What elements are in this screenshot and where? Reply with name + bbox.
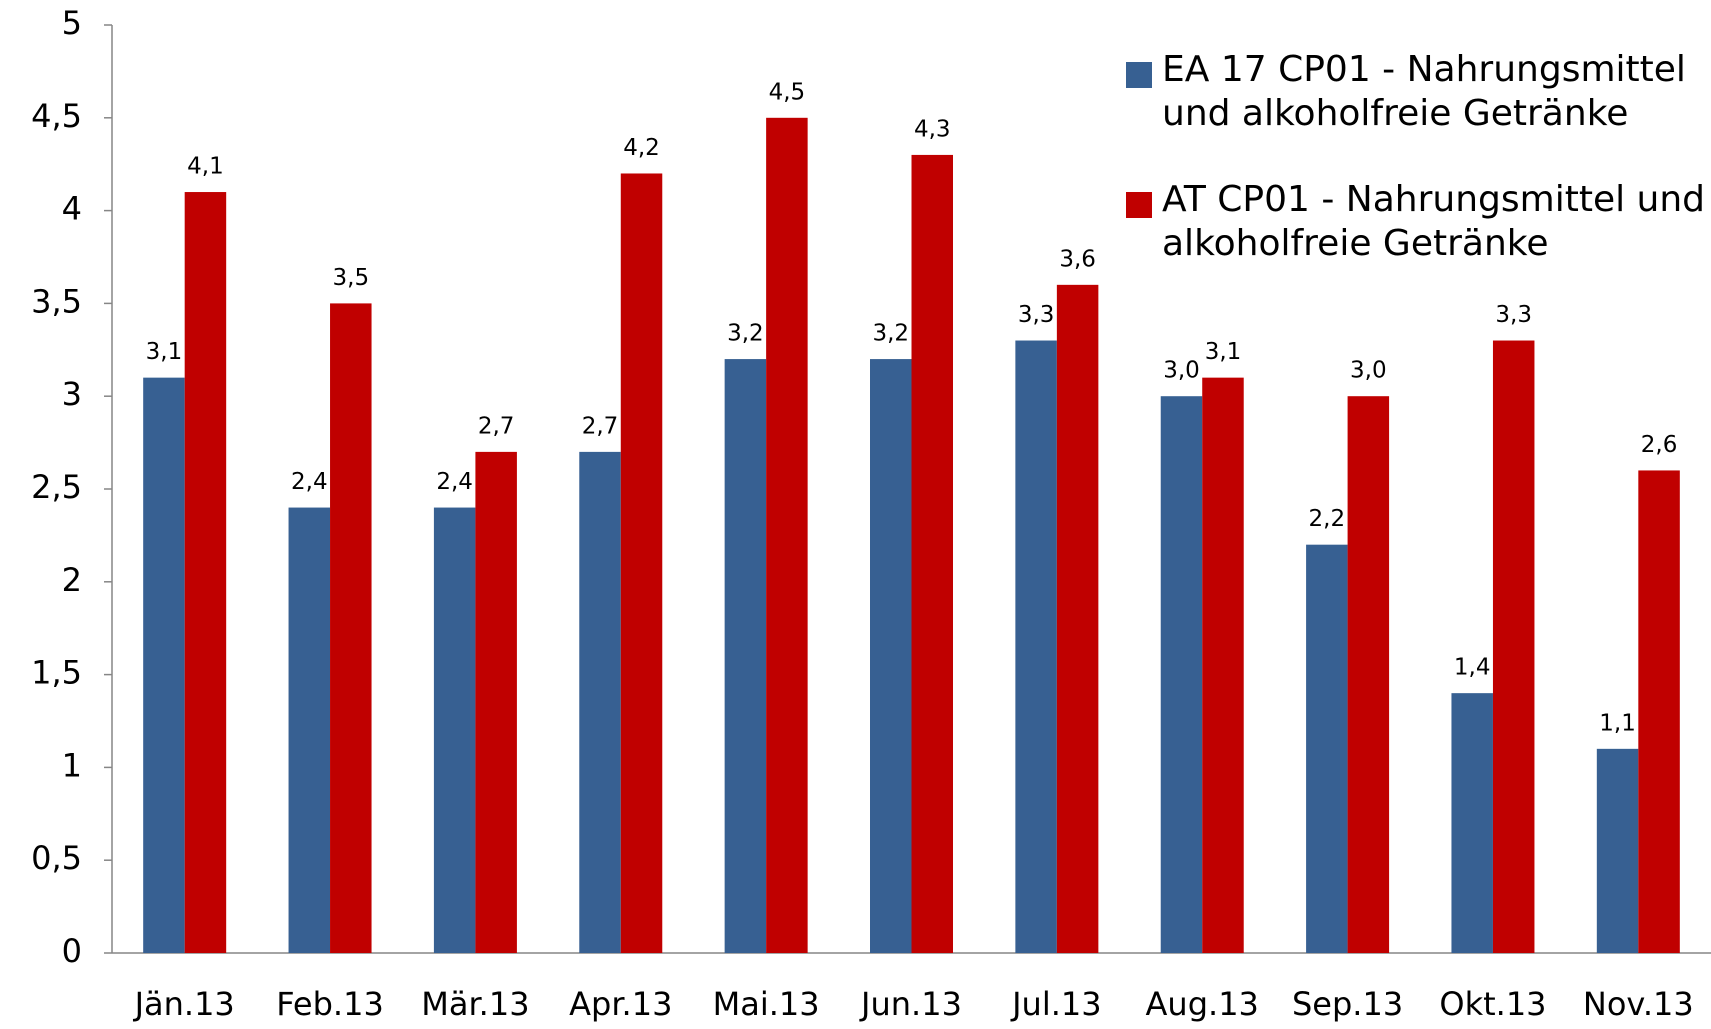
bar bbox=[288, 507, 331, 953]
data-label: 3,3 bbox=[1495, 302, 1532, 328]
data-label: 3,1 bbox=[1205, 339, 1242, 365]
y-tick-label: 3 bbox=[62, 375, 82, 413]
legend-item: AT CP01 - Nahrungsmittel und alkoholfrei… bbox=[1126, 178, 1706, 266]
bar bbox=[330, 303, 372, 953]
data-label: 3,1 bbox=[146, 339, 183, 365]
bar bbox=[1202, 377, 1244, 953]
y-tick-label: 3,5 bbox=[31, 282, 82, 320]
y-tick-label: 0 bbox=[62, 932, 82, 970]
bar bbox=[1056, 284, 1099, 954]
bar bbox=[620, 173, 663, 954]
data-label: 3,2 bbox=[727, 321, 764, 347]
y-tick-label: 2 bbox=[62, 561, 82, 599]
bar bbox=[143, 377, 185, 953]
data-label: 2,2 bbox=[1309, 506, 1346, 532]
data-label: 3,5 bbox=[333, 265, 370, 291]
x-tick-label: Aug.13 bbox=[1146, 985, 1259, 1023]
legend-swatch bbox=[1126, 62, 1152, 88]
bar bbox=[433, 507, 476, 953]
bar bbox=[184, 192, 227, 954]
legend: EA 17 CP01 - Nahrungsmittel und alkoholf… bbox=[1126, 48, 1706, 308]
x-tick-label: Apr.13 bbox=[569, 985, 672, 1023]
bar bbox=[1347, 396, 1390, 953]
data-label: 3,6 bbox=[1059, 246, 1096, 272]
data-label: 3,2 bbox=[872, 321, 909, 347]
bar bbox=[1451, 693, 1493, 953]
bar bbox=[766, 117, 808, 954]
data-label: 4,3 bbox=[914, 116, 951, 142]
bar bbox=[1492, 340, 1535, 953]
x-tick-label: Mär.13 bbox=[421, 985, 529, 1023]
y-tick-label: 0,5 bbox=[31, 839, 82, 877]
bar bbox=[579, 451, 621, 953]
data-label: 2,7 bbox=[478, 413, 515, 439]
legend-label: AT CP01 - Nahrungsmittel und alkoholfrei… bbox=[1162, 179, 1706, 264]
bar bbox=[870, 359, 912, 954]
x-tick-label: Sep.13 bbox=[1292, 985, 1403, 1023]
y-tick-label: 1 bbox=[62, 746, 82, 784]
bar bbox=[1306, 544, 1348, 953]
data-label: 1,1 bbox=[1599, 710, 1636, 736]
legend-item: EA 17 CP01 - Nahrungsmittel und alkoholf… bbox=[1126, 48, 1706, 136]
data-label: 3,0 bbox=[1350, 358, 1387, 384]
bar bbox=[911, 154, 953, 954]
y-tick-label: 1,5 bbox=[31, 654, 82, 692]
bar bbox=[1015, 340, 1057, 953]
x-tick-label: Jun.13 bbox=[859, 985, 962, 1023]
y-tick-label: 4,5 bbox=[31, 97, 82, 135]
data-label: 1,4 bbox=[1454, 655, 1491, 681]
x-tick-label: Feb.13 bbox=[276, 985, 384, 1023]
x-tick-label: Nov.13 bbox=[1583, 985, 1694, 1023]
x-tick-label: Jän.13 bbox=[133, 985, 235, 1023]
data-label: 4,5 bbox=[769, 79, 806, 105]
data-label: 2,6 bbox=[1641, 432, 1678, 458]
bar bbox=[1596, 748, 1639, 953]
data-label: 2,7 bbox=[582, 413, 619, 439]
data-label: 4,2 bbox=[623, 135, 660, 161]
bar bbox=[724, 359, 767, 954]
x-tick-label: Okt.13 bbox=[1439, 985, 1546, 1023]
data-label: 3,3 bbox=[1018, 302, 1055, 328]
data-label: 4,1 bbox=[187, 154, 224, 180]
x-tick-label: Jul.13 bbox=[1010, 985, 1102, 1023]
legend-label: EA 17 CP01 - Nahrungsmittel und alkoholf… bbox=[1162, 49, 1686, 134]
x-tick-label: Mai.13 bbox=[713, 985, 820, 1023]
data-label: 2,4 bbox=[436, 469, 473, 495]
bar bbox=[475, 451, 517, 953]
data-label: 3,0 bbox=[1163, 358, 1200, 384]
legend-swatch bbox=[1126, 192, 1152, 218]
bar bbox=[1160, 396, 1203, 953]
y-tick-label: 4 bbox=[62, 190, 82, 228]
bar bbox=[1638, 470, 1680, 953]
y-tick-label: 2,5 bbox=[31, 468, 82, 506]
data-label: 2,4 bbox=[291, 469, 328, 495]
y-tick-label: 5 bbox=[62, 4, 82, 42]
